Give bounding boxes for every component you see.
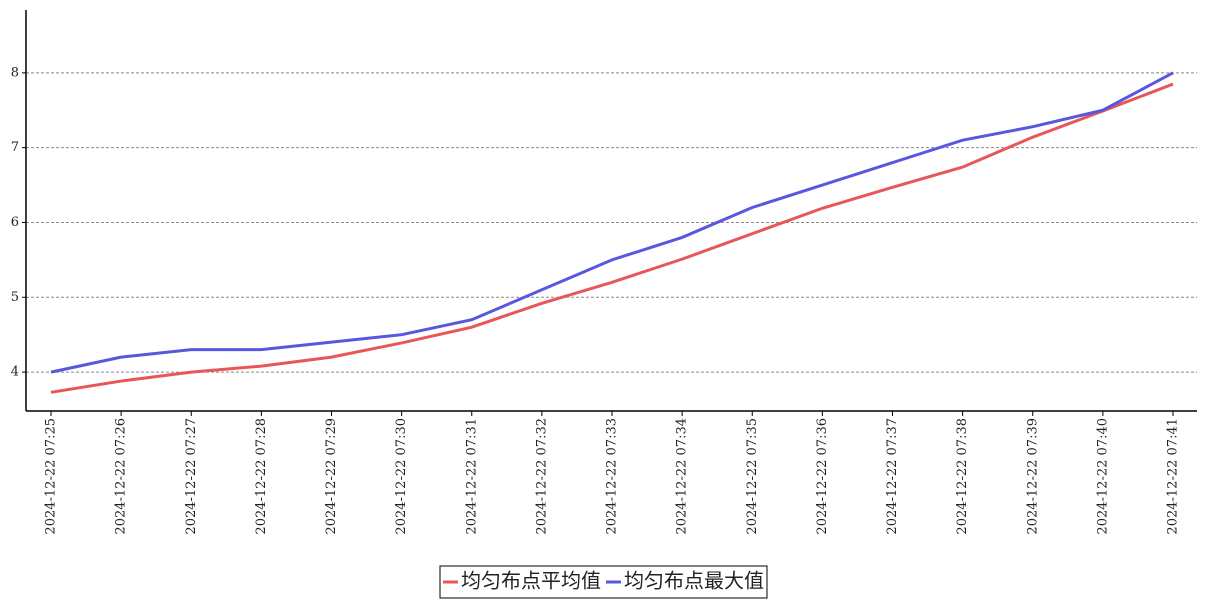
series-line — [50, 71, 1174, 374]
x-tick-label: 2024-12-22 07:35 — [745, 418, 760, 535]
legend-box — [439, 565, 768, 599]
x-tick-label: 2024-12-22 07:41 — [1166, 418, 1181, 535]
x-tick-label: 2024-12-22 07:38 — [955, 418, 970, 535]
x-tick-label: 2024-12-22 07:39 — [1025, 418, 1040, 535]
legend-label: 均匀布点平均值 — [461, 569, 601, 593]
x-tick-label: 2024-12-22 07:36 — [815, 418, 830, 535]
y-tick-label: 8 — [11, 65, 19, 80]
x-tick-label: 2024-12-22 07:40 — [1095, 418, 1110, 535]
x-tick-label: 2024-12-22 07:33 — [605, 418, 620, 535]
x-tick-label: 2024-12-22 07:37 — [885, 418, 900, 535]
y-tick-label: 5 — [11, 290, 19, 305]
legend-label: 均匀布点最大值 — [624, 569, 764, 593]
y-tick-label: 7 — [11, 140, 19, 155]
x-tick-label: 2024-12-22 07:31 — [464, 418, 479, 535]
x-tick-label: 2024-12-22 07:29 — [324, 418, 339, 535]
legend: 均匀布点平均值 均匀布点最大值 — [439, 565, 768, 599]
x-tick-label: 2024-12-22 07:34 — [675, 418, 690, 535]
x-tick-label: 2024-12-22 07:28 — [254, 418, 269, 535]
series-line — [50, 82, 1174, 394]
x-tick-label: 2024-12-22 07:27 — [184, 418, 199, 535]
y-tick-label: 4 — [11, 365, 19, 380]
y-tick-label: 6 — [11, 215, 19, 230]
x-tick-label: 2024-12-22 07:30 — [394, 418, 409, 535]
x-tick-label: 2024-12-22 07:26 — [114, 418, 129, 535]
x-tick-label: 2024-12-22 07:32 — [534, 418, 549, 535]
x-tick-label: 2024-12-22 07:25 — [44, 418, 59, 535]
